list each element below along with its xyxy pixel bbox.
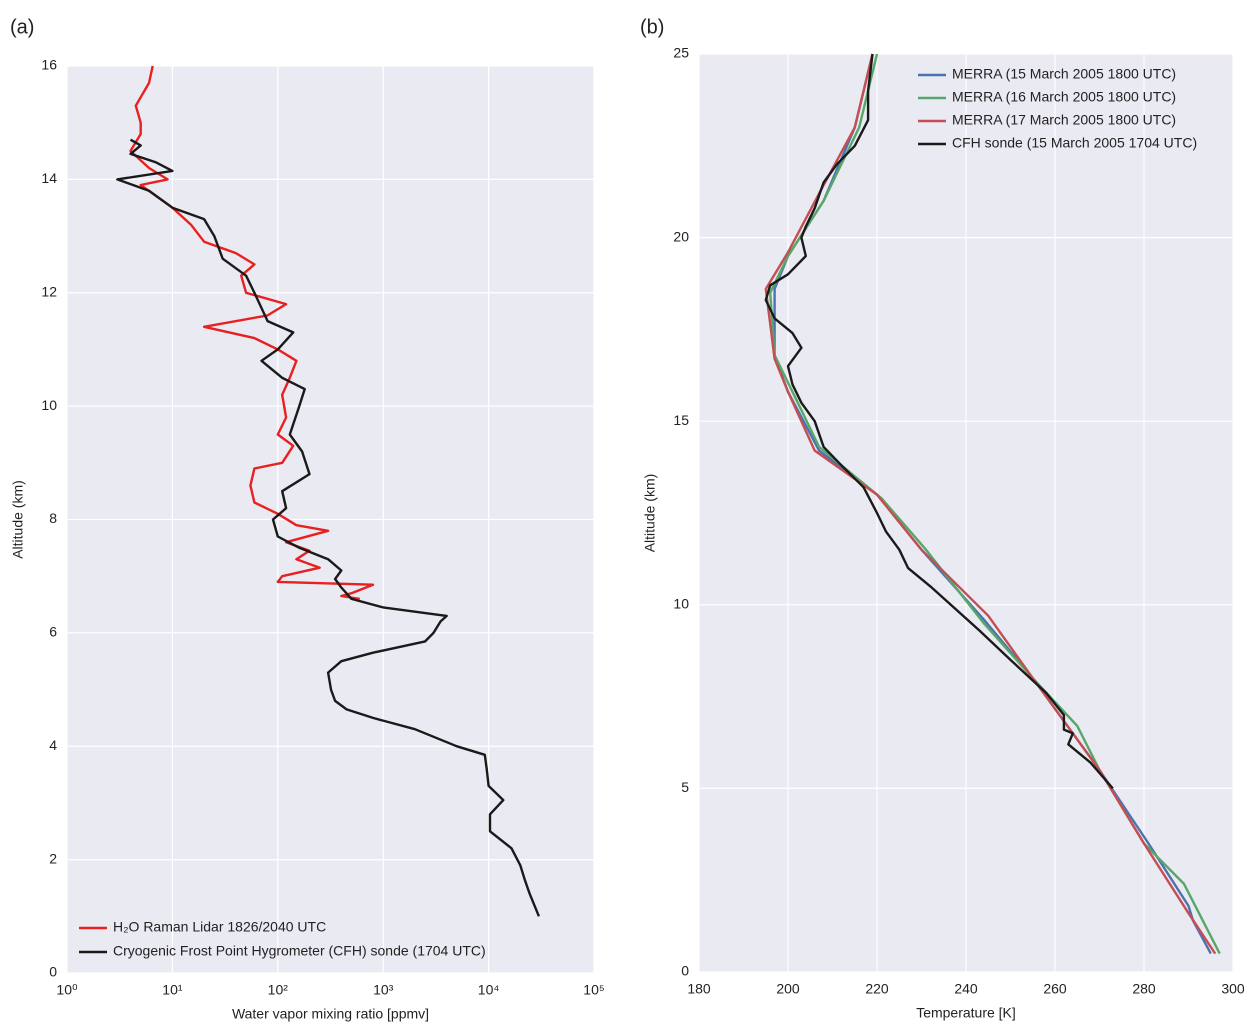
y-tick-label: 2: [49, 850, 57, 866]
y-tick-label: 4: [49, 737, 57, 753]
x-tick-label: 10³: [373, 982, 394, 998]
y-tick-label: 8: [49, 510, 57, 526]
x-axis-label: Water vapor mixing ratio [ppmv]: [232, 1006, 429, 1022]
x-tick-label: 10⁵: [583, 982, 604, 998]
panel-label: (b): [640, 16, 664, 38]
legend-label: MERRA (17 March 2005 1800 UTC): [952, 112, 1176, 128]
x-tick-label: 180: [687, 981, 711, 997]
x-tick-label: 240: [954, 981, 978, 997]
y-tick-label: 20: [673, 228, 689, 244]
legend-label: CFH sonde (15 March 2005 1704 UTC): [952, 135, 1197, 151]
x-axis-label: Temperature [K]: [916, 1005, 1016, 1021]
x-tick-label: 10²: [268, 982, 289, 998]
x-tick-label: 260: [1043, 981, 1067, 997]
y-tick-label: 25: [673, 45, 689, 61]
y-tick-label: 6: [49, 624, 57, 640]
legend-label: MERRA (15 March 2005 1800 UTC): [952, 66, 1176, 82]
x-tick-label: 200: [776, 981, 800, 997]
y-tick-label: 12: [41, 283, 57, 299]
legend-label: MERRA (16 March 2005 1800 UTC): [952, 89, 1176, 105]
x-tick-label: 10⁰: [56, 982, 78, 998]
x-tick-label: 220: [865, 981, 889, 997]
legend-label: H₂O Raman Lidar 1826/2040 UTC: [113, 919, 326, 935]
y-tick-label: 10: [673, 596, 689, 612]
y-tick-label: 10: [41, 397, 57, 413]
y-tick-label: 16: [41, 57, 57, 73]
data-line: [764, 53, 1217, 955]
x-tick-label: 280: [1132, 981, 1156, 997]
legend-label: Cryogenic Frost Point Hygrometer (CFH) s…: [113, 943, 486, 959]
y-tick-label: 0: [681, 963, 689, 979]
x-tick-label: 10⁴: [478, 982, 500, 998]
x-tick-label: 300: [1221, 981, 1245, 997]
y-tick-label: 15: [673, 412, 689, 428]
data-line: [129, 65, 375, 601]
y-tick-label: 0: [49, 964, 57, 980]
y-axis-label: Altitude (km): [10, 480, 26, 559]
data-line: [116, 138, 541, 917]
x-tick-label: 10¹: [162, 982, 183, 998]
y-tick-label: 14: [41, 170, 57, 186]
y-axis-label: Altitude (km): [642, 474, 658, 553]
y-tick-label: 5: [681, 779, 689, 795]
data-line: [764, 53, 1114, 790]
panel-label: (a): [10, 16, 34, 38]
